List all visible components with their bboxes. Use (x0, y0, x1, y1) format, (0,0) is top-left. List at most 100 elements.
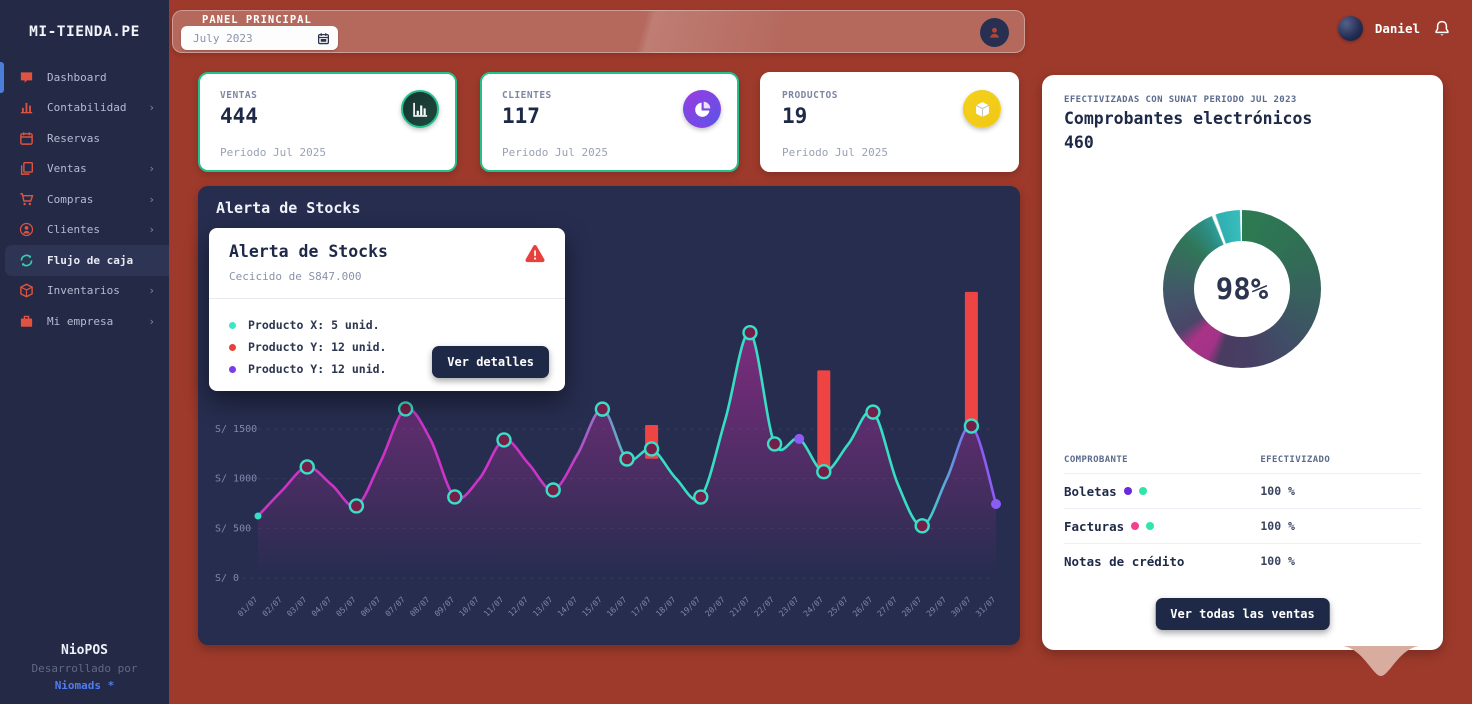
svg-text:27/07: 27/07 (876, 595, 900, 619)
receipt-percent: 100 % (1260, 519, 1295, 533)
notifications-bell-icon[interactable] (1432, 19, 1452, 39)
svg-text:20/07: 20/07 (703, 595, 727, 619)
chevron-right-icon: › (148, 101, 155, 115)
status-dot (229, 365, 236, 373)
svg-text:30/07: 30/07 (949, 595, 973, 619)
user-avatar[interactable] (1337, 16, 1363, 41)
receipt-percent: 100 % (1260, 554, 1295, 568)
stock-alert-item: Producto Y: 12 unid. (229, 336, 386, 358)
panel-avatar-icon[interactable] (980, 18, 1009, 47)
sidebar-item-mi-empresa[interactable]: Mi empresa › (0, 306, 169, 337)
svg-text:06/07: 06/07 (359, 595, 383, 619)
sidebar-item-label: Flujo de caja (47, 253, 134, 267)
brand-logo: MI-TIENDA.PE (29, 24, 140, 40)
svg-text:13/07: 13/07 (531, 595, 555, 619)
status-dot (229, 321, 236, 329)
sidebar: MI-TIENDA.PE Dashboard Contabilidad › Reser… (0, 0, 169, 704)
svg-text:15/07: 15/07 (580, 595, 604, 619)
receipts-title: Comprobantes electrónicos (1064, 109, 1313, 128)
stat-card-ventas: VENTAS 444 Periodo Jul 2025 (198, 72, 457, 172)
receipts-row-notas-de-crédito: Notas de crédito 100 % (1064, 543, 1421, 578)
stat-period: Periodo Jul 2025 (502, 146, 608, 159)
sidebar-item-label: Ventas (47, 162, 87, 176)
legend-dot (1146, 522, 1155, 530)
svg-text:09/07: 09/07 (433, 595, 457, 619)
stat-period: Periodo Jul 2025 (782, 146, 888, 159)
svg-text:01/07: 01/07 (236, 595, 260, 619)
sidebar-item-ventas[interactable]: Ventas › (0, 154, 169, 185)
receipts-eyebrow: EFECTIVIZADAS CON SUNAT PERIODO JUL 2023 (1064, 95, 1297, 105)
accounting-icon (19, 100, 34, 115)
ver-detalles-button[interactable]: Ver detalles (432, 346, 549, 378)
svg-text:25/07: 25/07 (826, 595, 850, 619)
chevron-right-icon: › (148, 192, 155, 206)
chevron-right-icon: › (148, 162, 155, 176)
cube-icon (963, 90, 1001, 128)
ver-todas-las-ventas-button[interactable]: Ver todas las ventas (1155, 598, 1330, 630)
receipts-panel: EFECTIVIZADAS CON SUNAT PERIODO JUL 2023… (1042, 75, 1443, 676)
svg-text:S/ 0: S/ 0 (215, 573, 239, 584)
stat-card-clientes: CLIENTES 117 Periodo Jul 2025 (480, 72, 739, 172)
sidebar-item-label: Clientes (47, 223, 100, 237)
company-icon (19, 314, 34, 329)
stat-label: CLIENTES (502, 90, 552, 101)
svg-text:19/07: 19/07 (679, 595, 703, 619)
pie-chart-icon (683, 90, 721, 128)
sidebar-item-inventarios[interactable]: Inventarios › (0, 276, 169, 307)
sidebar-item-dashboard[interactable]: Dashboard (0, 62, 169, 93)
active-route-indicator (0, 62, 4, 93)
stat-label: VENTAS (220, 90, 258, 101)
svg-text:08/07: 08/07 (408, 595, 432, 619)
panel-tail-pointer (1343, 646, 1419, 676)
sidebar-item-compras[interactable]: Compras › (0, 184, 169, 215)
receipt-type: Facturas (1064, 518, 1125, 534)
clients-icon (19, 222, 34, 237)
receipt-type: Notas de crédito (1064, 553, 1185, 569)
footer-product-name: NioPOS (61, 643, 108, 658)
svg-text:S/ 1500: S/ 1500 (215, 424, 257, 435)
legend-dot (1131, 522, 1140, 530)
donut-hole: 98% (1194, 241, 1290, 337)
svg-text:12/07: 12/07 (507, 595, 531, 619)
sidebar-nav: Dashboard Contabilidad › Reservas Ventas › Com… (0, 62, 169, 337)
receipt-percent: 100 % (1260, 484, 1295, 498)
footer-company-link[interactable]: Niomads * (54, 679, 115, 692)
panel-title: PANEL PRINCIPAL (202, 14, 312, 26)
svg-text:05/07: 05/07 (334, 595, 358, 619)
bar-chart-icon (401, 90, 439, 128)
user-glyph-icon (990, 27, 999, 38)
date-value: July 2023 (193, 31, 253, 45)
svg-text:S/ 1000: S/ 1000 (215, 474, 257, 485)
sidebar-item-label: Reservas (47, 131, 100, 145)
sidebar-item-flujo-de-caja[interactable]: Flujo de caja (5, 245, 169, 276)
svg-text:24/07: 24/07 (802, 595, 826, 619)
sidebar-item-contabilidad[interactable]: Contabilidad › (0, 93, 169, 124)
sidebar-item-reservas[interactable]: Reservas (0, 123, 169, 154)
svg-text:03/07: 03/07 (285, 595, 309, 619)
receipts-row-facturas: Facturas 100 % (1064, 508, 1421, 543)
svg-text:17/07: 17/07 (630, 595, 654, 619)
stock-alert-text: Producto Y: 12 unid. (248, 362, 387, 376)
svg-text:07/07: 07/07 (384, 595, 408, 619)
stat-card-productos: PRODUCTOS 19 Periodo Jul 2025 (760, 72, 1019, 172)
stat-value: 19 (782, 104, 808, 128)
modal-subtitle: Cecicido de S847.000 (229, 270, 362, 283)
period-date-input[interactable]: July 2023 (181, 26, 338, 50)
svg-text:11/07: 11/07 (482, 595, 506, 619)
chart-panel-title: Alerta de Stocks (216, 199, 361, 217)
stat-value: 117 (502, 104, 540, 128)
svg-text:29/07: 29/07 (925, 595, 949, 619)
footer-byline: Desarrollado por (31, 662, 138, 675)
stat-value: 444 (220, 104, 258, 128)
sales-icon (19, 161, 34, 176)
user-cluster: Daniel (1337, 16, 1452, 41)
svg-text:21/07: 21/07 (728, 595, 752, 619)
sidebar-item-clientes[interactable]: Clientes › (0, 215, 169, 246)
svg-text:S/ 500: S/ 500 (215, 523, 251, 534)
svg-text:18/07: 18/07 (654, 595, 678, 619)
receipts-table: COMPROBANTE EFECTIVIZADO Boletas 100 % Factu… (1064, 447, 1421, 578)
svg-text:10/07: 10/07 (457, 595, 481, 619)
modal-divider (209, 298, 565, 299)
sidebar-item-label: Contabilidad (47, 101, 127, 115)
